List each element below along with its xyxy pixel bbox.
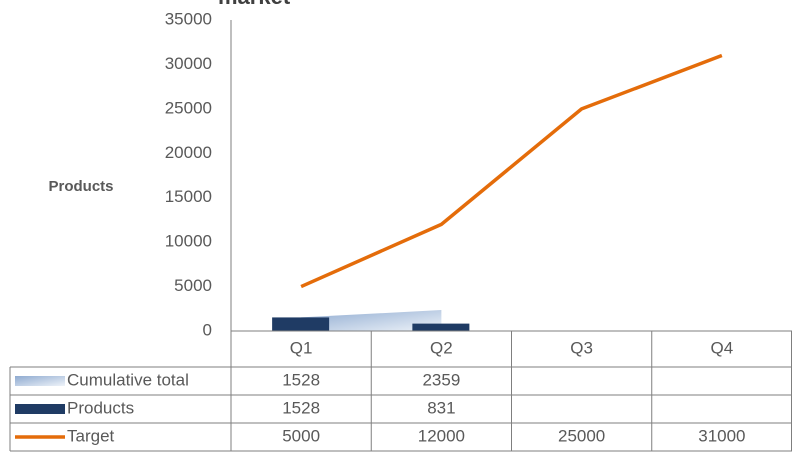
table-cell: 25000 [558, 426, 605, 445]
legend-swatch [15, 376, 65, 386]
y-tick-label: 25000 [165, 98, 212, 117]
area [301, 310, 442, 331]
table-cell: 1528 [282, 370, 320, 389]
table-cell: 831 [427, 398, 455, 417]
bar [412, 323, 470, 331]
legend-label: Products [67, 398, 134, 417]
y-tick-label: 10000 [165, 232, 212, 251]
table-cell: 5000 [282, 426, 320, 445]
x-tick-label: Q1 [290, 338, 313, 357]
y-tick-label: 15000 [165, 187, 212, 206]
line [300, 53, 723, 289]
y-tick-label: 20000 [165, 143, 212, 162]
table-cell: 1528 [282, 398, 320, 417]
y-tick-label: 0 [203, 320, 212, 339]
legend-label: Cumulative total [67, 370, 189, 389]
x-tick-label: Q2 [430, 338, 453, 357]
legend-label: Target [67, 426, 115, 445]
table-cell: 31000 [698, 426, 745, 445]
y-tick-label: 30000 [165, 54, 212, 73]
x-tick-label: Q3 [570, 338, 593, 357]
legend-swatch [15, 404, 65, 414]
y-tick-label: 35000 [165, 9, 212, 28]
y-axis-label: Products [48, 178, 113, 195]
y-tick-label: 5000 [174, 276, 212, 295]
bar [272, 317, 330, 331]
table-cell: 2359 [422, 370, 460, 389]
chart-title: market [218, 0, 291, 9]
x-tick-label: Q4 [711, 338, 734, 357]
table-cell: 12000 [418, 426, 465, 445]
